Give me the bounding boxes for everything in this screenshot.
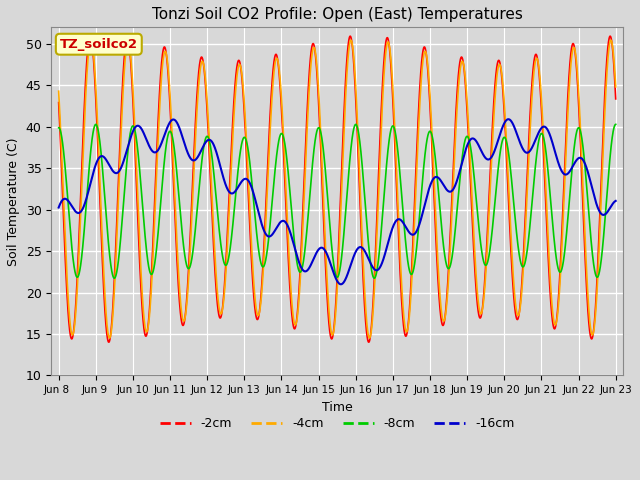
Y-axis label: Soil Temperature (C): Soil Temperature (C) [7, 137, 20, 265]
Title: Tonzi Soil CO2 Profile: Open (East) Temperatures: Tonzi Soil CO2 Profile: Open (East) Temp… [152, 7, 523, 22]
X-axis label: Time: Time [322, 401, 353, 414]
Text: TZ_soilco2: TZ_soilco2 [60, 38, 138, 51]
Legend: -2cm, -4cm, -8cm, -16cm: -2cm, -4cm, -8cm, -16cm [154, 412, 520, 435]
